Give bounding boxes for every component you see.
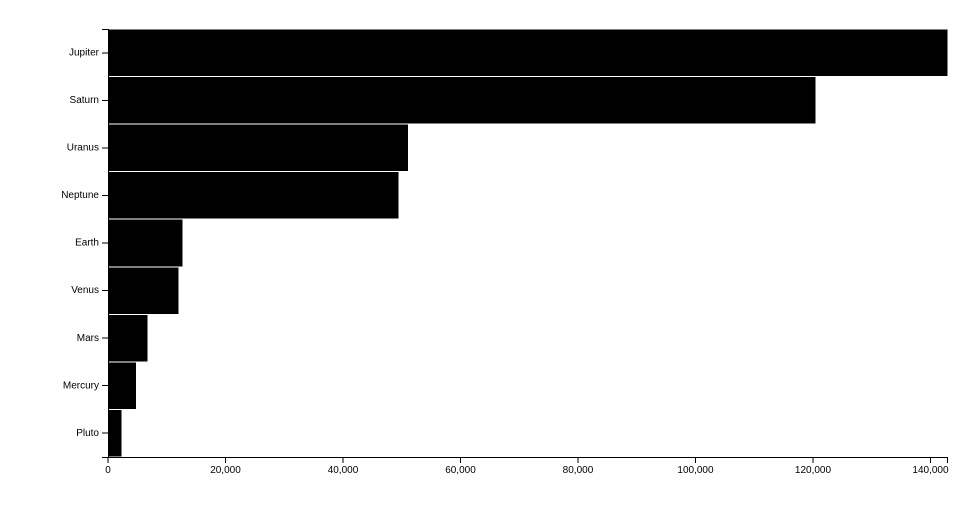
bar-neptune xyxy=(107,171,400,220)
bar-jupiter xyxy=(107,28,949,78)
x-tick-label-60000: 60,000 xyxy=(445,465,476,476)
x-tick-label-0: 0 xyxy=(105,465,111,476)
x-tick-label-40000: 40,000 xyxy=(328,465,359,476)
bar-pluto xyxy=(107,408,123,458)
y-tick-label-mercury: Mercury xyxy=(63,380,99,391)
x-tick-label-20000: 20,000 xyxy=(210,465,241,476)
bar-uranus xyxy=(107,123,409,173)
bars-layer xyxy=(107,28,949,458)
y-tick-label-uranus: Uranus xyxy=(67,143,99,154)
x-tick-label-140000: 140,000 xyxy=(912,465,949,476)
y-tick-label-pluto: Pluto xyxy=(76,428,99,439)
bar-venus xyxy=(107,266,180,315)
x-axis: 0 20,000 40,000 60,000 80,000 100,000 120,000 1… xyxy=(105,457,949,476)
y-tick-label-venus: Venus xyxy=(71,285,99,296)
y-tick-label-earth: Earth xyxy=(75,238,99,249)
y-tick-label-jupiter: Jupiter xyxy=(69,47,100,58)
x-tick-label-120000: 120,000 xyxy=(795,465,832,476)
y-tick-label-mars: Mars xyxy=(77,333,99,344)
y-axis: Jupiter Saturn Uranus Neptune Earth Venus Mars… xyxy=(61,29,109,458)
bar-mercury xyxy=(107,361,138,410)
x-tick-label-80000: 80,000 xyxy=(563,465,594,476)
bar-mars xyxy=(107,313,149,363)
y-tick-label-neptune: Neptune xyxy=(61,190,99,201)
y-tick-label-saturn: Saturn xyxy=(70,95,99,106)
bar-saturn xyxy=(107,76,817,125)
bar-earth xyxy=(107,218,184,268)
x-tick-label-100000: 100,000 xyxy=(677,465,714,476)
